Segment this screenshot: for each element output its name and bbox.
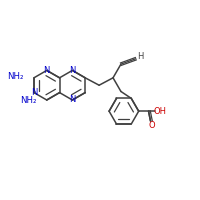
Text: OH: OH [154,107,167,116]
Text: O: O [148,121,155,130]
Text: N: N [69,66,76,75]
Text: N: N [44,66,50,75]
Text: N: N [31,88,37,97]
Text: H: H [137,52,144,61]
Text: NH₂: NH₂ [20,96,37,105]
Text: N: N [69,96,76,104]
Text: NH₂: NH₂ [8,72,24,81]
